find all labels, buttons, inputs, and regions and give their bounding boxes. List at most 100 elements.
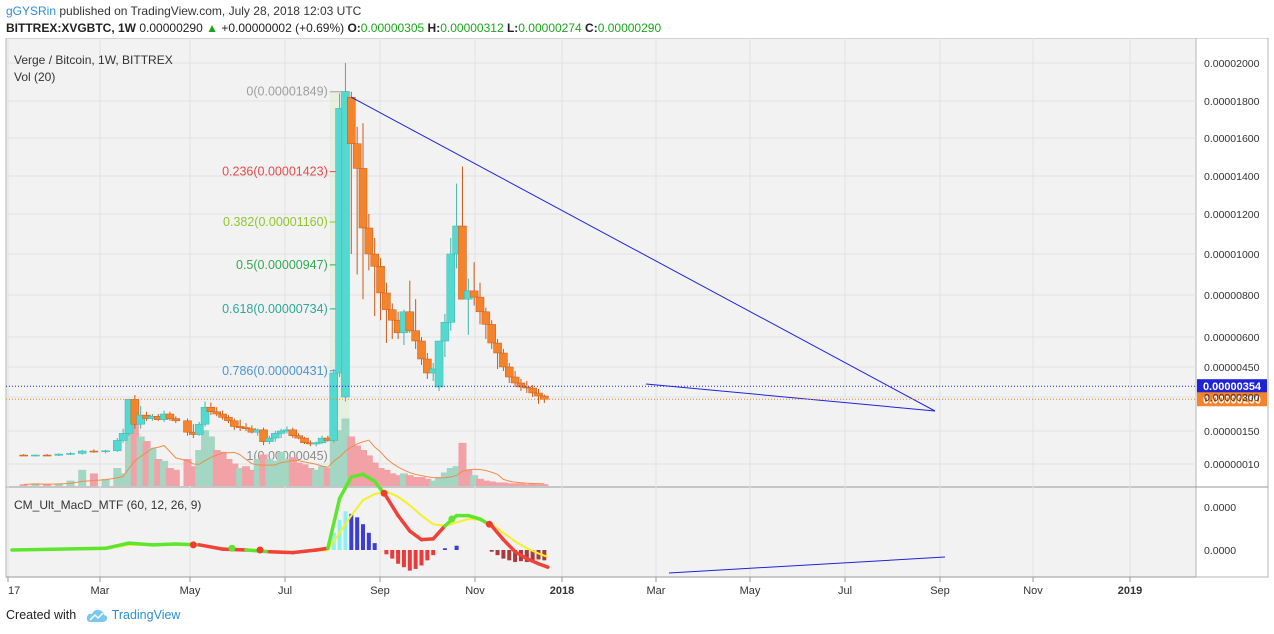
- y-tick-label: 0.00001400: [1204, 171, 1260, 183]
- price-axis[interactable]: [1195, 38, 1269, 578]
- price-label: 0.00000354: [1203, 381, 1262, 393]
- volume-bar: [417, 477, 426, 486]
- volume-bar: [125, 421, 133, 486]
- volume-bar: [224, 459, 233, 486]
- candle-body: [130, 399, 140, 425]
- volume-bar: [359, 450, 367, 486]
- support-trendline: [645, 383, 936, 412]
- volume-bar: [189, 466, 198, 486]
- candle-body: [77, 450, 87, 454]
- candle-body: [405, 311, 415, 331]
- footer: Created with TradingView: [6, 608, 180, 623]
- volume-bar: [43, 484, 52, 486]
- y-tick-label: 0.00000800: [1204, 290, 1260, 302]
- volume-bar: [399, 473, 408, 486]
- grid: [6, 38, 1196, 577]
- volume-bar: [78, 469, 87, 486]
- candle-body: [212, 411, 221, 415]
- volume-bar: [288, 457, 297, 486]
- macd-histogram-bar: [501, 550, 506, 559]
- x-tick-label: Jul: [838, 585, 852, 597]
- candle-body: [341, 91, 350, 398]
- x-tick-label: May: [180, 585, 201, 597]
- chart-area[interactable]: [5, 38, 1197, 578]
- candle-body: [475, 296, 485, 313]
- candle-body: [235, 426, 245, 428]
- volume-bar: [458, 442, 467, 486]
- macd-histogram-bar: [396, 550, 401, 564]
- macd-line-segment: [10, 546, 108, 552]
- candle-body: [241, 427, 251, 429]
- macd-line-segment: [489, 524, 506, 542]
- candle-body: [440, 322, 450, 342]
- ohlc-bar: BITTREX:XVGBTC, 1W 0.00000290 ▲ +0.00000…: [6, 21, 661, 35]
- descending-trendline: [351, 96, 936, 412]
- candle-body: [493, 342, 502, 354]
- candle-body: [534, 392, 543, 397]
- candle-body: [276, 430, 286, 434]
- volume-bar: [435, 477, 444, 486]
- macd-cross-dot: [380, 489, 388, 497]
- volume-bar: [230, 463, 239, 486]
- macd-line-segment: [197, 543, 225, 551]
- candles: [19, 63, 549, 457]
- macd-line-segment: [419, 537, 435, 542]
- volume-bar: [89, 473, 98, 486]
- candle-body: [165, 413, 175, 419]
- volume-bar: [540, 484, 549, 486]
- y-tick-label: 0.00001200: [1204, 209, 1260, 221]
- macd-line-segment: [384, 494, 400, 518]
- volume-bar: [142, 441, 151, 486]
- legend-vol: Vol (20): [14, 70, 55, 84]
- volume-bar: [148, 448, 157, 486]
- macd-cross-dot: [189, 541, 197, 549]
- candle-body: [528, 387, 537, 394]
- macd-histogram-bar: [355, 517, 360, 550]
- fib-label: 0(0.00001849): [246, 85, 327, 99]
- symbol-label: BITTREX:XVGBTC, 1W: [6, 21, 137, 35]
- candle-body: [458, 225, 467, 300]
- volume-bar: [294, 462, 303, 486]
- volume-bar: [101, 478, 110, 486]
- macd-histogram-bar: [349, 513, 354, 550]
- candle-body: [411, 330, 420, 342]
- candle-body: [113, 440, 122, 452]
- candle-body: [200, 406, 210, 425]
- volume-bar: [242, 466, 250, 486]
- volume-bar: [136, 436, 145, 486]
- y-tick-label: 0.00001600: [1204, 133, 1260, 145]
- candle-body: [370, 253, 379, 267]
- x-tick-label: 17: [8, 585, 20, 597]
- candle-body: [311, 442, 321, 445]
- candle-body: [294, 435, 303, 439]
- y-tick-label: 0.00000600: [1204, 332, 1260, 344]
- volume-bar: [476, 478, 484, 486]
- tradingview-link[interactable]: TradingView: [111, 608, 181, 622]
- candle-body: [540, 395, 549, 400]
- volume-bar: [382, 469, 391, 486]
- macd-line-segment: [466, 513, 482, 521]
- volume-bar: [528, 483, 537, 486]
- volume-bar: [54, 483, 63, 486]
- volume-bar: [206, 436, 215, 486]
- author-link[interactable]: gGYSRin: [6, 4, 57, 18]
- macd-histogram-bar: [524, 550, 529, 563]
- macd-line-segment: [361, 472, 377, 483]
- candle-body: [230, 420, 239, 427]
- fib-label: 0.5(0.00000947): [236, 258, 328, 272]
- volume-bar: [341, 418, 350, 486]
- macd-line-segment: [431, 524, 447, 541]
- volume-bar: [253, 459, 262, 486]
- macd-line-segment: [396, 513, 412, 533]
- candle-body: [505, 366, 514, 378]
- macd-line-segment: [525, 556, 541, 566]
- macd-cross-dot: [228, 544, 236, 552]
- candle-body: [288, 429, 298, 436]
- macd-y-tick-label: 0.0000: [1204, 502, 1236, 514]
- open-label: O:: [347, 21, 361, 35]
- chart-canvas[interactable]: 0(0.00001849) 0.236(0.00001423) 0.382(0.00…: [0, 38, 1274, 604]
- high-value: 0.00000312: [440, 21, 504, 35]
- published-text: published on TradingView.com, July 28, 2…: [59, 4, 362, 18]
- volume-bar: [195, 450, 204, 486]
